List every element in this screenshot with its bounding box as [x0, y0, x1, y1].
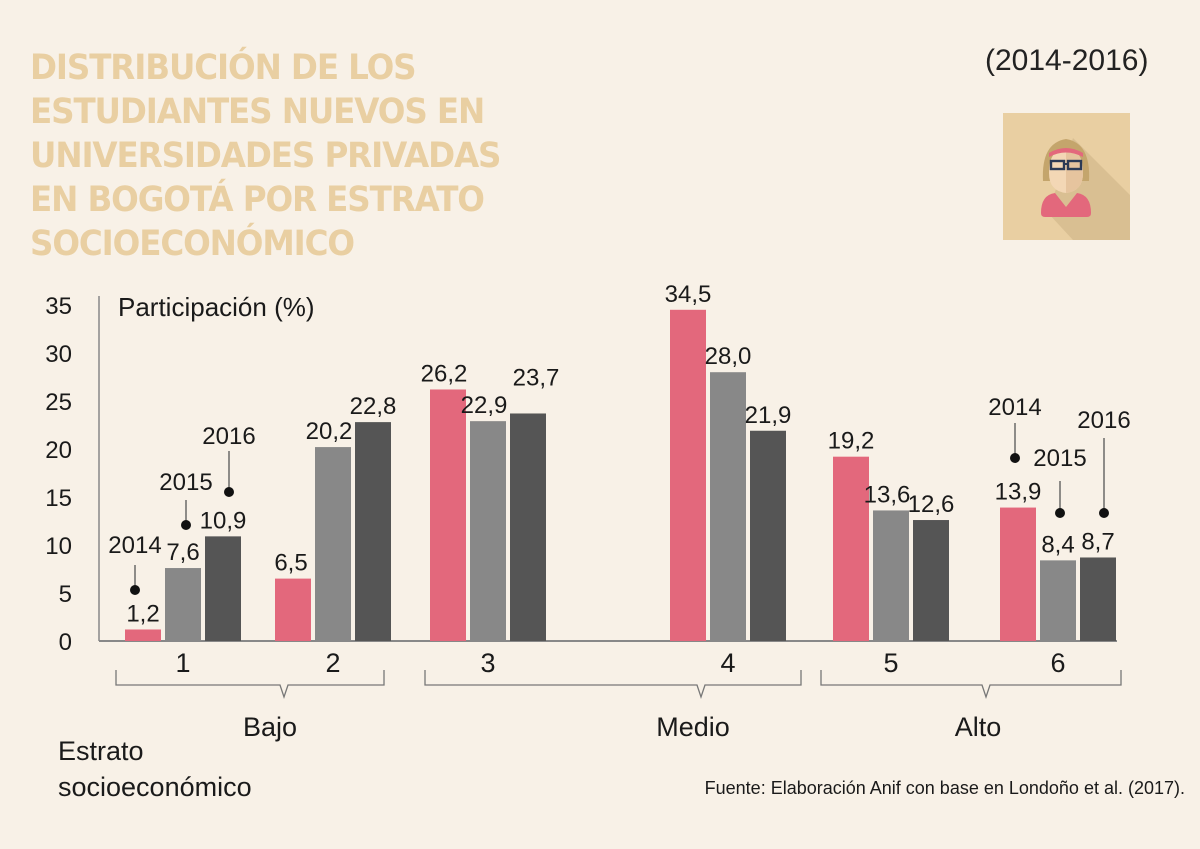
x-axis-title-line: Estrato: [58, 736, 144, 766]
bar-2014-estrato-4: [670, 309, 706, 641]
value-label: 13,6: [864, 481, 911, 508]
annotation-dot: [224, 487, 234, 497]
value-label: 13,9: [995, 479, 1042, 506]
student-woman-avatar-icon: [1003, 113, 1130, 240]
year-annotation-2015: 2015: [1033, 445, 1086, 472]
group-label: Medio: [656, 712, 730, 742]
annotation-dot: [1055, 508, 1065, 518]
x-tick-label: 4: [720, 648, 735, 678]
annotation-dot: [1099, 508, 1109, 518]
year-annotation-2014: 2014: [108, 532, 161, 559]
y-tick-label: 35: [45, 293, 72, 320]
bar-2016-estrato-1: [205, 536, 241, 641]
value-label: 7,6: [166, 539, 199, 566]
bar-2015-estrato-2: [315, 447, 351, 641]
year-annotation-2014: 2014: [988, 394, 1041, 421]
y-tick-label: 15: [45, 485, 72, 512]
bar-2014-estrato-3: [430, 389, 466, 641]
value-label: 23,7: [513, 364, 560, 391]
value-label: 26,2: [421, 360, 468, 387]
value-label: 8,7: [1081, 528, 1114, 555]
y-tick-label: 10: [45, 533, 72, 560]
value-label: 12,6: [908, 491, 955, 518]
value-label: 21,9: [745, 402, 792, 429]
period-label: (2014-2016): [985, 44, 1149, 77]
bar-2014-estrato-1: [125, 629, 161, 641]
bar-2016-estrato-6: [1080, 557, 1116, 641]
bar-2015-estrato-6: [1040, 560, 1076, 641]
bar-2015-estrato-1: [165, 568, 201, 641]
bar-2016-estrato-5: [913, 520, 949, 641]
bar-2015-estrato-4: [710, 372, 746, 641]
bar-2016-estrato-3: [510, 413, 546, 641]
chart-title: DISTRIBUCIÓN DE LOS ESTUDIANTES NUEVOS E…: [30, 46, 607, 266]
year-annotation-2015: 2015: [159, 469, 212, 496]
bar-2015-estrato-5: [873, 510, 909, 641]
y-tick-label: 0: [59, 629, 72, 656]
title-line: SOCIOECONÓMICO: [30, 224, 355, 264]
group-label: Alto: [955, 712, 1002, 742]
title-line: EN BOGOTÁ POR ESTRATO: [30, 180, 485, 220]
y-axis-label: Participación (%): [118, 292, 315, 322]
x-tick-label: 2: [325, 648, 340, 678]
bar-2016-estrato-2: [355, 422, 391, 641]
value-label: 28,0: [705, 343, 752, 370]
annotation-dot: [181, 520, 191, 530]
value-label: 1,2: [126, 600, 159, 627]
value-label: 19,2: [828, 428, 875, 455]
group-brace: [820, 670, 1122, 700]
bar-2016-estrato-4: [750, 430, 786, 641]
year-annotation-2016: 2016: [202, 423, 255, 450]
group-brace: [424, 670, 802, 700]
x-axis-title-line: socioeconómico: [58, 772, 252, 802]
value-label: 22,8: [350, 393, 397, 420]
y-tick-label: 25: [45, 389, 72, 416]
x-tick-label: 5: [883, 648, 898, 678]
bar-2014-estrato-5: [833, 456, 869, 641]
year-annotation-2016: 2016: [1077, 407, 1130, 434]
title-line: DISTRIBUCIÓN DE LOS: [30, 48, 417, 88]
value-label: 22,9: [461, 392, 508, 419]
bar-2014-estrato-6: [1000, 507, 1036, 641]
source-note: Fuente: Elaboración Anif con base en Lon…: [705, 778, 1185, 798]
title-line: ESTUDIANTES NUEVOS EN: [30, 92, 485, 132]
bar-2015-estrato-3: [470, 421, 506, 641]
y-tick-label: 5: [59, 581, 72, 608]
value-label: 8,4: [1041, 531, 1074, 558]
x-tick-label: 1: [175, 648, 190, 678]
group-brace: [115, 670, 385, 700]
annotation-dot: [130, 585, 140, 595]
group-label: Bajo: [243, 712, 297, 742]
y-tick-label: 30: [45, 341, 72, 368]
y-tick-label: 20: [45, 437, 72, 464]
bar-2014-estrato-2: [275, 578, 311, 641]
x-tick-label: 3: [480, 648, 495, 678]
value-label: 20,2: [306, 418, 353, 445]
title-line: UNIVERSIDADES PRIVADAS: [30, 136, 501, 176]
value-label: 34,5: [665, 281, 712, 308]
value-label: 6,5: [274, 550, 307, 577]
x-tick-label: 6: [1050, 648, 1065, 678]
annotation-dot: [1010, 453, 1020, 463]
value-label: 10,9: [200, 507, 247, 534]
